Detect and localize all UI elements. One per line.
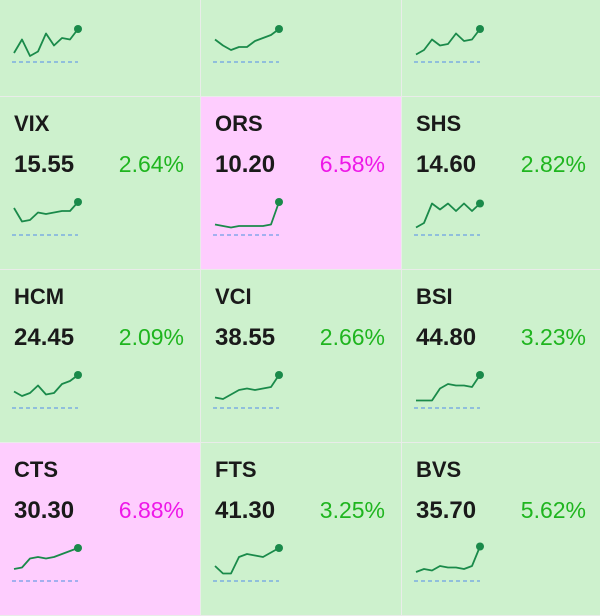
stock-symbol: FTS xyxy=(215,457,257,482)
price-trend-line xyxy=(214,201,280,229)
stock-price: 24.45 xyxy=(14,324,75,351)
price-trend-line xyxy=(415,202,481,229)
stock-tile[interactable]: BVS 35.70 5.62% xyxy=(402,443,600,615)
last-price-dot xyxy=(476,199,484,208)
sparkline-chart xyxy=(414,371,484,409)
sparkline-chart xyxy=(12,544,82,582)
stock-price: 38.55 xyxy=(215,324,276,351)
stock-change: 2.66% xyxy=(319,324,385,350)
stock-tile[interactable]: VIX 15.55 2.64% xyxy=(0,97,200,269)
stock-price: 30.30 xyxy=(14,497,75,524)
last-price-dot xyxy=(476,542,484,551)
price-trend-line xyxy=(13,547,79,570)
stock-change: 2.64% xyxy=(118,151,184,177)
stock-symbol: SHS xyxy=(416,111,462,136)
stock-symbol: BSI xyxy=(416,284,453,309)
last-price-dot xyxy=(74,198,82,206)
last-price-dot xyxy=(275,198,283,206)
stock-change: 6.88% xyxy=(118,497,184,523)
price-trend-line xyxy=(416,374,481,402)
stock-symbol: BVS xyxy=(416,457,462,482)
sparkline-chart xyxy=(213,371,283,409)
stock-symbol: ORS xyxy=(215,111,263,136)
sparkline-chart xyxy=(213,198,283,236)
stock-tile[interactable]: SHS 14.60 2.82% xyxy=(402,97,600,269)
stock-price: 41.30 xyxy=(215,497,276,524)
stock-tile[interactable]: ORS 10.20 6.58% xyxy=(201,97,401,269)
price-trend-line xyxy=(13,201,79,223)
stock-tile[interactable]: FTS 41.30 3.25% xyxy=(201,443,401,615)
last-price-dot xyxy=(74,25,82,33)
last-price-dot xyxy=(476,371,484,379)
stock-price: 10.20 xyxy=(215,151,276,178)
price-trend-line xyxy=(415,546,481,573)
stock-change: 2.09% xyxy=(118,324,184,350)
price-trend-line xyxy=(214,28,280,51)
stock-symbol: HCM xyxy=(14,284,65,309)
stock-tile[interactable]: VCI 38.55 2.66% xyxy=(201,270,401,442)
sparkline-chart xyxy=(213,25,283,63)
stock-change: 5.62% xyxy=(520,497,586,523)
sparkline-chart xyxy=(12,25,82,63)
stock-change: 3.23% xyxy=(520,324,586,350)
stock-tile[interactable]: HCM 24.45 2.09% xyxy=(0,270,200,442)
sparkline-chart xyxy=(12,371,82,409)
last-price-dot xyxy=(275,544,283,552)
price-trend-line xyxy=(13,374,79,397)
sparkline-chart xyxy=(414,542,484,582)
stock-change: 2.82% xyxy=(520,151,586,177)
stock-change: 6.58% xyxy=(319,151,385,177)
stock-change: 3.25% xyxy=(319,497,385,523)
sparkline-chart xyxy=(414,25,484,63)
stock-price: 15.55 xyxy=(14,151,75,178)
stock-price: 14.60 xyxy=(416,151,477,178)
stock-tile[interactable] xyxy=(201,0,401,96)
stock-symbol: VIX xyxy=(14,111,50,136)
sparkline-chart xyxy=(213,544,283,582)
stock-tile[interactable] xyxy=(0,0,200,96)
stock-symbol: CTS xyxy=(14,457,58,482)
price-trend-line xyxy=(415,28,481,56)
last-price-dot xyxy=(275,25,283,33)
sparkline-chart xyxy=(12,198,82,236)
price-trend-line xyxy=(13,28,79,57)
stock-price: 44.80 xyxy=(416,324,477,351)
last-price-dot xyxy=(476,25,484,33)
stock-tile[interactable]: CTS 30.30 6.88% xyxy=(0,443,200,615)
price-trend-line xyxy=(214,374,280,400)
stock-symbol: VCI xyxy=(215,284,252,309)
sparkline-chart xyxy=(414,199,484,236)
stock-tile[interactable]: BSI 44.80 3.23% xyxy=(402,270,600,442)
stock-tile[interactable] xyxy=(402,0,600,96)
last-price-dot xyxy=(74,371,82,379)
price-trend-line xyxy=(214,547,280,575)
last-price-dot xyxy=(74,544,82,552)
stock-price: 35.70 xyxy=(416,497,477,524)
last-price-dot xyxy=(275,371,283,379)
